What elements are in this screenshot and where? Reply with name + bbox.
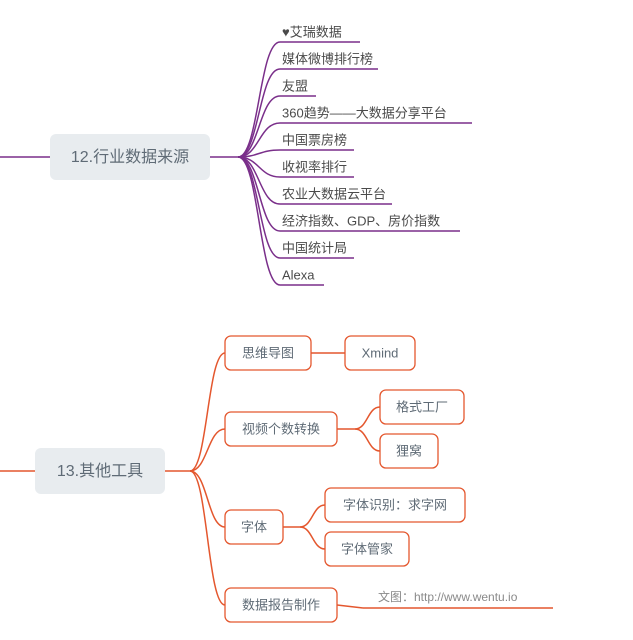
sub-1-leaf-0-label: 格式工厂 bbox=[396, 399, 448, 414]
attrib-text: 文图：http://www.wentu.io bbox=[378, 589, 518, 604]
attrib-connector bbox=[337, 605, 363, 608]
connector-curve bbox=[238, 157, 280, 258]
connector-curve bbox=[190, 353, 225, 471]
connector-curve bbox=[300, 505, 325, 527]
connector-curve bbox=[355, 429, 380, 451]
leaf-label: Alexa bbox=[282, 267, 315, 282]
sub-1-leaf-1-label: 狸窝 bbox=[396, 443, 422, 458]
connector-curve bbox=[300, 527, 325, 549]
sub-2-leaf-1-label: 字体管家 bbox=[341, 541, 393, 556]
connector-curve bbox=[238, 69, 280, 157]
leaf-label: 经济指数、GDP、房价指数 bbox=[282, 213, 440, 228]
root-label-13: 13.其他工具 bbox=[57, 462, 143, 480]
leaf-label: 友盟 bbox=[282, 78, 308, 93]
sub-2-leaf-0-label: 字体识别：求字网 bbox=[343, 497, 447, 512]
connector-curve bbox=[238, 96, 280, 157]
leaf-label: 收视率排行 bbox=[282, 159, 347, 174]
leaf-label: 媒体微博排行榜 bbox=[282, 51, 373, 66]
leaf-label: 360趋势——大数据分享平台 bbox=[282, 105, 447, 120]
section-13: 13.其他工具 思维导图 Xmind 视频个数转换 格式工厂狸窝字体 字体识别：求字网字体… bbox=[0, 336, 553, 622]
sub-0-label: 思维导图 bbox=[242, 345, 294, 360]
leaf-label: ♥艾瑞数据 bbox=[282, 24, 342, 39]
sub-0-leaf-0-label: Xmind bbox=[362, 345, 399, 360]
connector-curve bbox=[238, 157, 280, 204]
leaf-label: 中国票房榜 bbox=[282, 132, 347, 147]
leaf-label: 中国统计局 bbox=[282, 240, 347, 255]
connector-curve bbox=[355, 407, 380, 429]
leaf-label: 农业大数据云平台 bbox=[282, 186, 386, 201]
connector-curve bbox=[190, 429, 225, 471]
root-label-12: 12.行业数据来源 bbox=[71, 148, 189, 166]
section-12: 12.行业数据来源 ♥艾瑞数据媒体微博排行榜友盟 360趋势——大数据分享平台中国票… bbox=[0, 24, 472, 285]
sub-3-label: 数据报告制作 bbox=[242, 597, 320, 612]
sub-1-label: 视频个数转换 bbox=[242, 421, 320, 436]
sub-2-label: 字体 bbox=[241, 519, 267, 534]
connector-curve bbox=[190, 471, 225, 605]
connector-curve bbox=[190, 471, 225, 527]
